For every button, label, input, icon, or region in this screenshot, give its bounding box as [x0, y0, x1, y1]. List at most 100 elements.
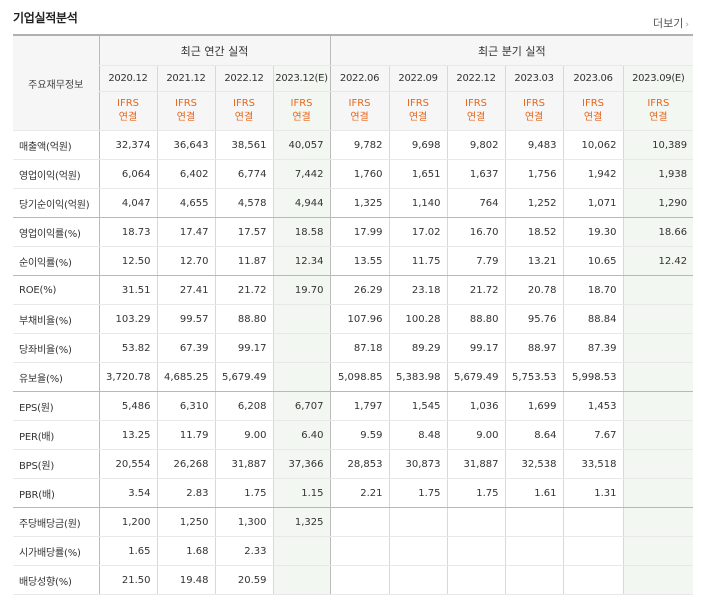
- more-label: 더보기: [653, 17, 684, 30]
- table-cell: 27.41: [156, 275, 215, 305]
- table-cell: 38,561: [214, 130, 273, 160]
- row-label: PER(배): [13, 420, 99, 450]
- table-cell: 1,938: [622, 159, 694, 189]
- table-cell: [446, 565, 506, 595]
- basis-label: 연결: [466, 112, 486, 123]
- table-cell: [622, 565, 694, 595]
- period-header: 2022.12: [214, 65, 273, 92]
- period-header: 2023.06: [562, 65, 624, 92]
- table-cell: [388, 536, 448, 566]
- period-header: 2023.12(E): [272, 65, 331, 92]
- table-cell: 88.80: [214, 304, 273, 334]
- table-cell: 1,300: [214, 507, 273, 537]
- table-cell: 7.79: [446, 246, 506, 276]
- ifrs-basis-header: IFRS 연결: [562, 91, 624, 131]
- table-cell: 28,853: [329, 449, 390, 479]
- ifrs-label: IFRS: [647, 98, 670, 109]
- table-cell: 1,252: [504, 188, 564, 218]
- table-cell: 17.02: [388, 217, 448, 247]
- table-cell: [622, 275, 694, 305]
- table-cell: 20.78: [504, 275, 564, 305]
- table-cell: 6,208: [214, 391, 273, 421]
- table-cell: 9.00: [214, 420, 273, 450]
- table-cell: 1.75: [388, 478, 448, 508]
- table-cell: 20,554: [98, 449, 157, 479]
- table-row: 부채비율(%) 103.29 99.57 88.80 107.96 100.28 88.80…: [13, 304, 694, 334]
- table-cell: 17.99: [329, 217, 390, 247]
- table-cell: 4,047: [98, 188, 157, 218]
- table-cell: 1,325: [272, 507, 331, 537]
- table-cell: [622, 304, 694, 334]
- table-row: PBR(배) 3.54 2.83 1.75 1.15 2.21 1.75 1.75 1.61 1.…: [13, 478, 694, 508]
- table-cell: [562, 536, 624, 566]
- table-cell: 89.29: [388, 333, 448, 363]
- table-cell: 8.48: [388, 420, 448, 450]
- table-cell: 5,098.85: [329, 362, 390, 392]
- table-cell: 88.80: [446, 304, 506, 334]
- table-cell: [272, 362, 331, 392]
- table-cell: 10,389: [622, 130, 694, 160]
- table-cell: 2.33: [214, 536, 273, 566]
- table-cell: [504, 507, 564, 537]
- table-cell: 1,545: [388, 391, 448, 421]
- financial-table: 주요재무정보 최근 연간 실적 최근 분기 실적 2020.12 2021.12 2…: [13, 34, 694, 595]
- table-cell: 1,797: [329, 391, 390, 421]
- period-header: 2022.09: [388, 65, 448, 92]
- row-label: 매출액(억원): [13, 130, 99, 160]
- table-cell: 12.70: [156, 246, 215, 276]
- ifrs-label: IFRS: [407, 98, 430, 109]
- table-cell: [388, 565, 448, 595]
- more-link[interactable]: 더보기 ›: [653, 15, 689, 31]
- table-cell: 13.55: [329, 246, 390, 276]
- table-cell: 1,651: [388, 159, 448, 189]
- table-cell: 11.79: [156, 420, 215, 450]
- table-row: 시가배당률(%) 1.65 1.68 2.33: [13, 536, 694, 566]
- table-cell: 1,756: [504, 159, 564, 189]
- table-cell: 1.15: [272, 478, 331, 508]
- table-cell: 18.73: [98, 217, 157, 247]
- row-label: 당기순이익(억원): [13, 188, 99, 218]
- table-cell: 1.75: [446, 478, 506, 508]
- table-cell: 1,071: [562, 188, 624, 218]
- table-cell: 21.72: [214, 275, 273, 305]
- row-label: 영업이익률(%): [13, 217, 99, 247]
- basis-label: 연결: [583, 112, 603, 123]
- table-cell: [622, 449, 694, 479]
- table-cell: 6,064: [98, 159, 157, 189]
- table-cell: 30,873: [388, 449, 448, 479]
- table-cell: 19.30: [562, 217, 624, 247]
- table-row: 매출액(억원) 32,374 36,643 38,561 40,057 9,782 9,69…: [13, 130, 694, 160]
- table-cell: [504, 565, 564, 595]
- table-cell: 6,402: [156, 159, 215, 189]
- table-cell: 1,637: [446, 159, 506, 189]
- table-cell: 36,643: [156, 130, 215, 160]
- ifrs-basis-header: IFRS 연결: [504, 91, 564, 131]
- table-cell: [622, 478, 694, 508]
- table-cell: 67.39: [156, 333, 215, 363]
- ifrs-label: IFRS: [523, 98, 546, 109]
- table-cell: 1,036: [446, 391, 506, 421]
- table-cell: 1.68: [156, 536, 215, 566]
- table-row: 유보율(%) 3,720.78 4,685.25 5,679.49 5,098.85 5,…: [13, 362, 694, 392]
- table-cell: [504, 536, 564, 566]
- table-cell: 10,062: [562, 130, 624, 160]
- table-cell: [446, 536, 506, 566]
- row-label: BPS(원): [13, 449, 99, 479]
- table-cell: 9,483: [504, 130, 564, 160]
- table-cell: 9.59: [329, 420, 390, 450]
- row-label: 주당배당금(원): [13, 507, 99, 537]
- table-row: BPS(원) 20,554 26,268 31,887 37,366 28,853 30,8…: [13, 449, 694, 479]
- table-cell: 53.82: [98, 333, 157, 363]
- ifrs-basis-header: IFRS 연결: [329, 91, 390, 131]
- table-cell: 4,685.25: [156, 362, 215, 392]
- table-cell: 1,250: [156, 507, 215, 537]
- table-cell: 21.72: [446, 275, 506, 305]
- table-cell: [622, 536, 694, 566]
- table-cell: 17.57: [214, 217, 273, 247]
- ifrs-basis-header: IFRS 연결: [214, 91, 273, 131]
- row-label: ROE(%): [13, 275, 99, 305]
- ifrs-basis-header: IFRS 연결: [622, 91, 694, 131]
- table-cell: 9.00: [446, 420, 506, 450]
- table-cell: 9,782: [329, 130, 390, 160]
- row-label: PBR(배): [13, 478, 99, 508]
